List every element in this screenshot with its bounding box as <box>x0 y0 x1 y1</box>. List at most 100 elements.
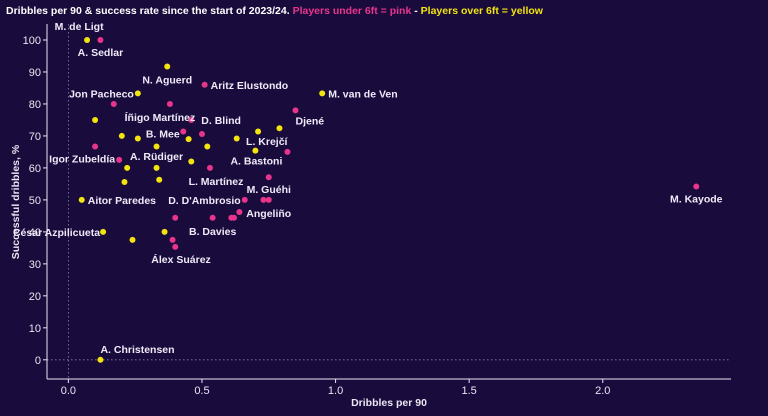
data-point <box>156 176 163 183</box>
data-point <box>169 236 176 243</box>
x-tick-label: 2.0 <box>595 385 610 397</box>
point-label: A. Bastoni <box>230 156 282 168</box>
y-tick-labels: 0 10 20 30 40 50 60 70 80 90 100 <box>23 35 41 367</box>
y-tick-label: 20 <box>29 291 41 303</box>
point-label: M. van de Ven <box>328 88 397 100</box>
chart-title-segment: Dribbles per 90 & success rate since the… <box>6 5 293 17</box>
data-point <box>255 128 262 135</box>
x-tick-label: 0.5 <box>194 385 209 397</box>
axes <box>43 24 731 383</box>
chart-title-segment: Players under 6ft = pink <box>293 5 412 17</box>
data-point <box>265 196 272 203</box>
chart-title-segment: Players over 6ft = yellow <box>421 5 544 17</box>
data-point <box>188 158 195 165</box>
data-point <box>185 136 192 143</box>
y-axis-label: Successful dribbles, % <box>10 144 22 259</box>
y-tick-label: 60 <box>29 163 41 175</box>
point-label: A. Christensen <box>100 344 174 356</box>
point-label: M. Kayode <box>670 193 723 205</box>
point-label: Íñigo Martínez <box>125 111 196 124</box>
data-point <box>84 36 91 43</box>
y-tick-label: 0 <box>35 355 41 367</box>
data-point <box>116 156 123 163</box>
data-point <box>172 214 179 221</box>
point-label: Aritz Elustondo <box>211 80 289 92</box>
data-point <box>153 164 160 171</box>
y-tick-label: 80 <box>29 99 41 111</box>
data-point <box>693 183 700 190</box>
point-label: N. Aguerd <box>142 75 192 87</box>
data-point <box>265 174 272 181</box>
point-label: D. Blind <box>201 115 241 127</box>
data-point <box>241 196 248 203</box>
data-point <box>204 143 211 150</box>
data-point <box>78 196 85 203</box>
point-label: Aitor Paredes <box>88 195 156 207</box>
data-point <box>206 164 213 171</box>
point-label: Jon Pacheco <box>69 88 134 100</box>
data-point <box>276 125 283 132</box>
point-label: L. Martínez <box>189 176 244 188</box>
y-tick-label: 70 <box>29 131 41 143</box>
y-tick-label: 100 <box>23 35 41 47</box>
point-label: Álex Suárez <box>151 253 211 266</box>
point-label: M. Guéhi <box>247 184 291 196</box>
point-label: M. de Ligt <box>55 21 104 33</box>
x-tick-label: 1.0 <box>328 385 343 397</box>
y-tick-label: 10 <box>29 323 41 335</box>
point-label: D. D'Ambrosio <box>168 195 241 207</box>
data-point <box>201 81 208 88</box>
point-label: Igor Zubeldía <box>49 153 115 165</box>
data-point <box>260 196 267 203</box>
data-point <box>100 228 107 235</box>
chart-title: Dribbles per 90 & success rate since the… <box>6 5 544 17</box>
point-label: A. Sedlar <box>78 47 124 59</box>
x-tick-label: 1.5 <box>462 385 477 397</box>
data-point <box>97 356 104 363</box>
data-point <box>233 135 240 142</box>
data-point <box>110 100 117 107</box>
x-tick-labels: 0.0 0.5 1.0 1.5 2.0 <box>61 385 611 397</box>
chart-title-segment: - <box>411 5 420 17</box>
point-label: Djené <box>295 115 324 127</box>
data-point <box>161 228 168 235</box>
point-label: B. Davies <box>189 226 236 238</box>
data-point <box>97 36 104 43</box>
data-point <box>124 164 131 171</box>
point-labels: A. Sedlar Aritz Elustondo Íñigo Martínez D.… <box>13 21 723 356</box>
data-point <box>188 116 195 123</box>
data-point <box>319 90 326 97</box>
data-point <box>134 90 141 97</box>
point-label: B. Mee <box>146 128 180 140</box>
data-point <box>92 116 99 123</box>
data-points <box>78 36 700 363</box>
data-point <box>198 131 205 138</box>
data-point <box>153 143 160 150</box>
point-label: César Azpilicueta <box>13 227 100 239</box>
data-point <box>164 63 171 70</box>
y-tick-label: 90 <box>29 67 41 79</box>
point-label: L. Krejčí <box>246 136 289 148</box>
data-point <box>180 128 187 135</box>
data-point <box>134 135 141 142</box>
data-point <box>92 143 99 150</box>
data-point <box>236 209 243 216</box>
data-point <box>209 214 216 221</box>
data-point <box>118 132 125 139</box>
point-label: A. Rüdiger <box>130 151 183 163</box>
point-label: Angeliño <box>246 208 291 220</box>
y-tick-label: 40 <box>29 227 41 239</box>
data-point <box>292 107 299 114</box>
data-point <box>252 147 259 154</box>
x-axis-label: Dribbles per 90 <box>351 397 427 409</box>
data-point <box>231 214 238 221</box>
data-point <box>172 243 179 250</box>
data-point <box>284 148 291 155</box>
data-point <box>166 100 173 107</box>
data-point <box>129 236 136 243</box>
y-tick-label: 30 <box>29 259 41 271</box>
x-tick-label: 0.0 <box>61 385 76 397</box>
